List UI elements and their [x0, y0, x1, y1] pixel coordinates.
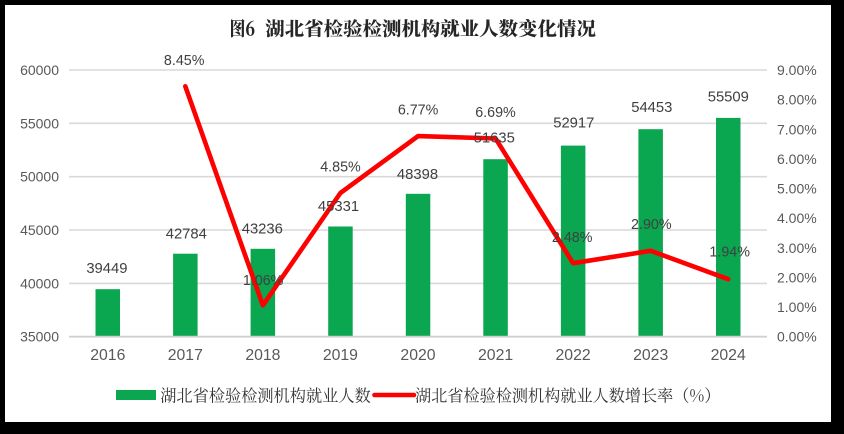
svg-text:55000: 55000: [20, 115, 59, 131]
svg-text:0.00%: 0.00%: [777, 329, 817, 345]
svg-text:9.00%: 9.00%: [777, 62, 817, 78]
svg-text:55509: 55509: [708, 90, 749, 106]
svg-text:48398: 48398: [397, 167, 438, 183]
svg-text:45331: 45331: [318, 199, 359, 215]
svg-text:2019: 2019: [323, 347, 358, 364]
svg-text:6.77%: 6.77%: [398, 103, 439, 119]
svg-text:2.90%: 2.90%: [631, 217, 672, 233]
svg-text:6.00%: 6.00%: [777, 151, 817, 167]
svg-text:1.06%: 1.06%: [243, 273, 284, 289]
svg-text:40000: 40000: [20, 275, 59, 291]
svg-text:2018: 2018: [245, 347, 280, 364]
svg-text:6.69%: 6.69%: [475, 105, 516, 121]
svg-text:8.45%: 8.45%: [164, 53, 205, 69]
svg-text:54453: 54453: [631, 100, 672, 116]
svg-text:4.00%: 4.00%: [777, 210, 817, 226]
svg-text:2017: 2017: [168, 347, 203, 364]
svg-text:60000: 60000: [20, 62, 59, 78]
svg-text:43236: 43236: [242, 221, 283, 237]
svg-text:1.00%: 1.00%: [777, 299, 817, 315]
svg-text:1.94%: 1.94%: [709, 245, 750, 261]
svg-text:2021: 2021: [478, 347, 513, 364]
svg-text:50000: 50000: [20, 169, 59, 185]
svg-text:2020: 2020: [400, 347, 435, 364]
svg-text:42784: 42784: [166, 226, 207, 242]
svg-text:35000: 35000: [20, 329, 59, 345]
svg-text:5.00%: 5.00%: [777, 181, 817, 197]
svg-text:39449: 39449: [86, 261, 127, 277]
svg-text:8.00%: 8.00%: [777, 92, 817, 108]
svg-text:51635: 51635: [474, 131, 515, 147]
svg-text:2023: 2023: [633, 347, 668, 364]
svg-text:45000: 45000: [20, 222, 59, 238]
svg-text:7.00%: 7.00%: [777, 121, 817, 137]
svg-text:2016: 2016: [90, 347, 125, 364]
svg-text:3.00%: 3.00%: [777, 240, 817, 256]
svg-text:2022: 2022: [556, 347, 591, 364]
svg-text:4.85%: 4.85%: [320, 160, 361, 176]
svg-text:2.00%: 2.00%: [777, 269, 817, 285]
svg-text:52917: 52917: [553, 116, 594, 132]
svg-text:2.48%: 2.48%: [552, 230, 593, 246]
svg-text:2024: 2024: [711, 347, 746, 364]
